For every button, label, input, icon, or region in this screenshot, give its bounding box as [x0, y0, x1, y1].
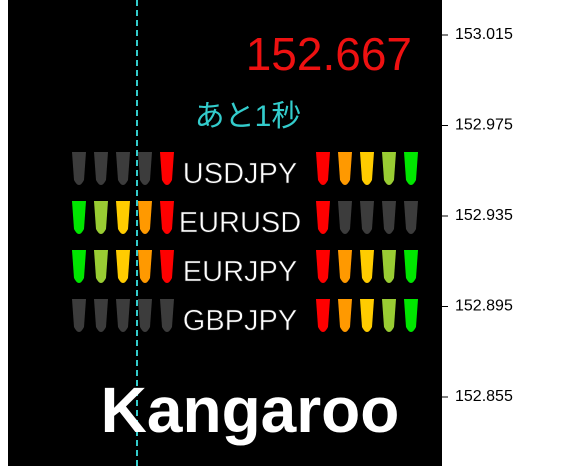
signal-lamp	[116, 250, 130, 283]
signal-lamp	[94, 299, 108, 332]
signal-lamp	[138, 250, 152, 283]
signal-lamp	[138, 201, 152, 234]
axis-label: 153.015	[455, 26, 513, 43]
signal-lamp	[94, 201, 108, 234]
pair-label: GBPJPY	[183, 305, 297, 337]
signal-lamp	[338, 250, 352, 283]
signal-lamp	[360, 250, 374, 283]
pair-label: EURJPY	[183, 256, 297, 288]
signal-lamp	[138, 152, 152, 185]
price: 152.667	[246, 28, 412, 80]
signal-lamp	[360, 152, 374, 185]
signal-lamp	[138, 299, 152, 332]
signal-lamp	[160, 152, 174, 185]
signal-lamp	[404, 152, 418, 185]
signal-lamp	[160, 250, 174, 283]
axis-label: 152.895	[455, 298, 513, 315]
signal-lamp	[338, 299, 352, 332]
signal-lamp	[72, 250, 86, 283]
signal-lamp	[316, 201, 330, 234]
signal-lamp	[160, 299, 174, 332]
signal-lamp	[338, 152, 352, 185]
signal-lamp	[316, 152, 330, 185]
countdown: あと1秒	[195, 100, 302, 133]
axis-label: 152.975	[455, 117, 513, 134]
signal-lamp	[72, 201, 86, 234]
signal-lamp	[72, 299, 86, 332]
axis-label: 152.855	[455, 388, 513, 405]
signal-lamp	[404, 201, 418, 234]
pair-label: USDJPY	[183, 158, 297, 190]
signal-lamp	[338, 201, 352, 234]
signal-lamp	[160, 201, 174, 234]
signal-lamp	[94, 250, 108, 283]
brand: Kangaroo	[101, 374, 400, 446]
signal-lamp	[360, 201, 374, 234]
signal-lamp	[316, 250, 330, 283]
signal-lamp	[382, 201, 396, 234]
signal-lamp	[382, 152, 396, 185]
signal-lamp	[94, 152, 108, 185]
signal-lamp	[116, 299, 130, 332]
axis-label: 152.935	[455, 207, 513, 224]
signal-lamp	[404, 299, 418, 332]
signal-lamp	[382, 299, 396, 332]
signal-lamp	[316, 299, 330, 332]
signal-lamp	[116, 152, 130, 185]
pair-label: EURUSD	[179, 207, 301, 239]
signal-lamp	[404, 250, 418, 283]
signal-lamp	[382, 250, 396, 283]
signal-lamp	[72, 152, 86, 185]
signal-lamp	[116, 201, 130, 234]
signal-lamp	[360, 299, 374, 332]
